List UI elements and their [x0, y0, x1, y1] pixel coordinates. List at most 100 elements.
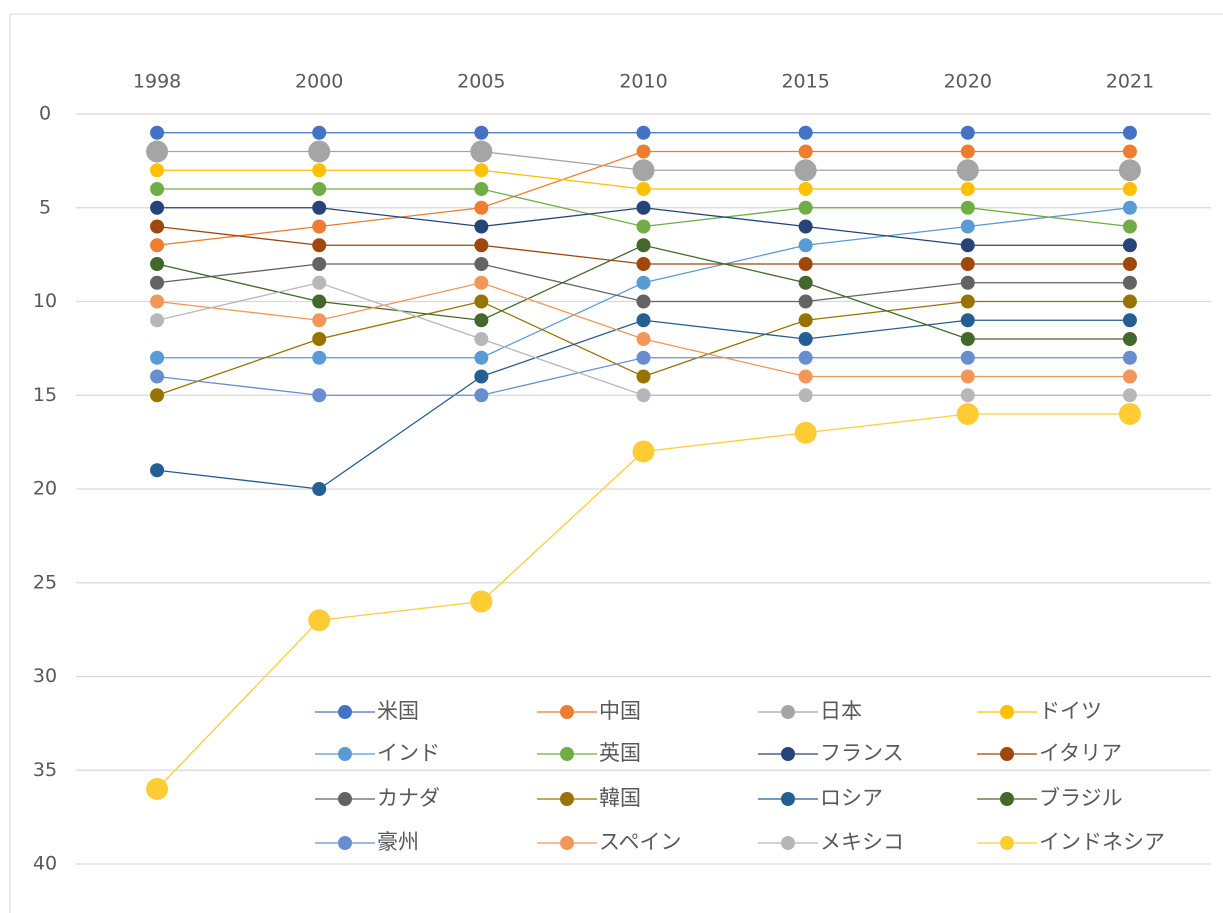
data-point — [636, 294, 651, 309]
legend-marker — [560, 705, 574, 719]
data-point — [960, 200, 975, 215]
data-point — [312, 482, 327, 496]
legend-marker — [1000, 792, 1014, 806]
legend-marker — [1000, 705, 1014, 719]
data-point — [1122, 369, 1137, 384]
data-point — [474, 332, 489, 346]
data-point — [474, 125, 489, 140]
data-point — [960, 369, 975, 384]
data-point — [636, 332, 651, 346]
data-point — [1122, 294, 1137, 309]
legend-label: 韓国 — [599, 786, 641, 810]
data-point — [150, 163, 165, 178]
data-point — [798, 238, 813, 253]
data-point — [312, 388, 327, 403]
data-point — [960, 182, 975, 196]
data-point — [1118, 403, 1141, 425]
data-point — [636, 219, 651, 234]
data-point — [474, 163, 489, 178]
data-point — [470, 590, 493, 613]
data-point — [150, 369, 165, 384]
legend-marker — [338, 836, 352, 850]
chart-frame — [9, 13, 1223, 913]
x-tick-label: 2010 — [619, 71, 667, 93]
data-point — [794, 421, 817, 444]
data-point — [798, 313, 813, 328]
data-point — [150, 182, 165, 196]
data-point — [960, 350, 975, 365]
legend-label: メキシコ — [820, 830, 904, 854]
legend-label: スペイン — [599, 830, 682, 854]
data-point — [474, 219, 489, 234]
legend-marker — [560, 836, 574, 850]
data-point — [960, 388, 975, 403]
legend-marker — [560, 792, 574, 806]
y-tick-label: 25 — [33, 571, 57, 593]
legend-label: カナダ — [377, 786, 440, 810]
data-point — [1122, 182, 1137, 196]
data-point — [474, 388, 489, 403]
data-point — [636, 257, 651, 271]
x-tick-label: 2021 — [1106, 71, 1154, 93]
data-point — [312, 219, 327, 234]
data-point — [474, 238, 489, 253]
legend-marker — [338, 705, 352, 719]
data-point — [312, 200, 327, 215]
data-point — [312, 182, 327, 196]
data-point — [1122, 332, 1137, 346]
x-tick-label: 2000 — [295, 71, 343, 93]
legend-marker — [1000, 747, 1014, 761]
y-tick-label: 40 — [33, 853, 57, 875]
legend-label: フランス — [820, 741, 904, 765]
data-point — [150, 219, 165, 234]
data-point — [474, 257, 489, 271]
data-point — [960, 332, 975, 346]
data-point — [474, 313, 489, 328]
data-point — [312, 163, 327, 178]
data-point — [312, 238, 327, 253]
data-point — [636, 350, 651, 365]
data-point — [312, 257, 327, 271]
data-point — [474, 182, 489, 196]
data-point — [798, 257, 813, 271]
data-point — [474, 350, 489, 365]
data-point — [798, 388, 813, 403]
data-point — [798, 350, 813, 365]
data-point — [474, 294, 489, 309]
data-point — [474, 275, 489, 290]
data-point — [636, 200, 651, 215]
data-point — [794, 159, 817, 182]
data-point — [636, 125, 651, 140]
data-point — [312, 125, 327, 140]
y-tick-label: 20 — [33, 478, 57, 500]
data-point — [632, 159, 655, 182]
data-point — [956, 159, 979, 182]
data-point — [1122, 388, 1137, 403]
data-point — [960, 313, 975, 328]
data-point — [960, 144, 975, 159]
data-point — [798, 219, 813, 234]
x-tick-label: 2020 — [944, 71, 992, 93]
data-point — [636, 275, 651, 290]
data-point — [312, 313, 327, 328]
data-point — [474, 200, 489, 215]
legend-marker — [1000, 836, 1014, 850]
data-point — [798, 144, 813, 159]
x-tick-label: 2015 — [781, 71, 829, 93]
y-tick-label: 35 — [33, 759, 57, 781]
data-point — [960, 219, 975, 234]
legend-label: 英国 — [599, 741, 641, 765]
data-point — [146, 140, 169, 163]
data-point — [636, 369, 651, 384]
legend-label: イタリア — [1039, 741, 1122, 765]
legend-label: 中国 — [599, 699, 641, 723]
data-point — [312, 332, 327, 346]
data-point — [1122, 200, 1137, 215]
data-point — [636, 313, 651, 328]
data-point — [308, 140, 331, 163]
data-point — [150, 463, 165, 478]
legend-label: 米国 — [377, 699, 419, 723]
legend-marker — [781, 836, 795, 850]
legend-marker — [781, 792, 795, 806]
